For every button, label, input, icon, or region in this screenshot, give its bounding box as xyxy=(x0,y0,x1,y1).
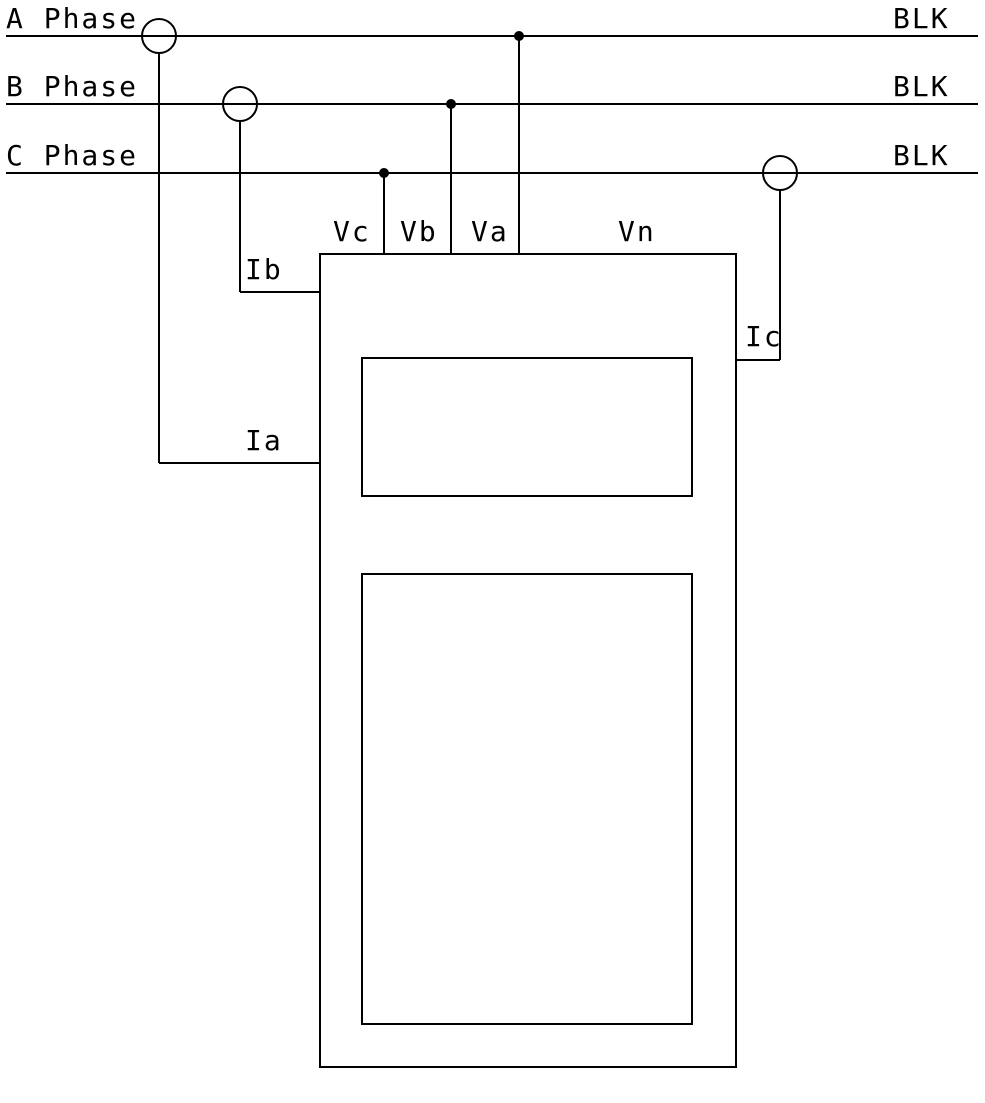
label-blk-b: BLK xyxy=(893,70,950,103)
label-va: Va xyxy=(471,215,509,248)
label-c-phase: C Phase xyxy=(6,139,138,172)
label-blk-a: BLK xyxy=(893,2,950,35)
label-ic: Ic xyxy=(745,320,783,353)
label-b-phase: B Phase xyxy=(6,70,138,103)
label-ia: Ia xyxy=(245,424,283,457)
label-vc: Vc xyxy=(333,215,371,248)
label-ib: Ib xyxy=(245,253,283,286)
dot-va xyxy=(514,31,524,41)
label-vb: Vb xyxy=(400,215,438,248)
dot-vc xyxy=(379,168,389,178)
background xyxy=(0,0,985,1103)
label-blk-c: BLK xyxy=(893,139,950,172)
schematic-svg xyxy=(0,0,985,1103)
dot-vb xyxy=(446,99,456,109)
label-a-phase: A Phase xyxy=(6,2,138,35)
label-vn: Vn xyxy=(618,215,656,248)
